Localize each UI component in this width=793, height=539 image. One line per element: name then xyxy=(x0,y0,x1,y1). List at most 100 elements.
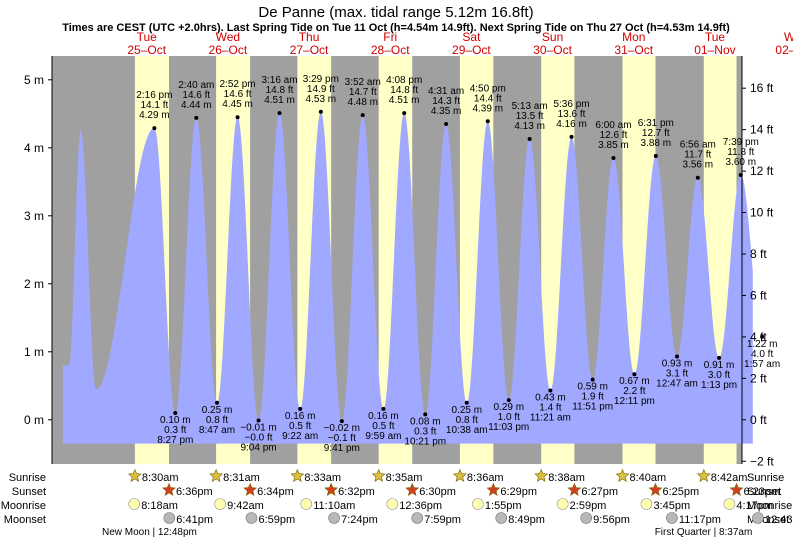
tide-point xyxy=(256,418,261,423)
tide-label-ml: 4.51 m xyxy=(389,95,420,106)
day-date-label: 31–Oct xyxy=(614,43,653,57)
tide-label-ml: 0.93 m xyxy=(662,359,693,370)
tide-label-ml: 4.39 m xyxy=(472,103,503,114)
moonset-time: 6:59pm xyxy=(258,514,295,526)
tide-label-time: 9:41 pm xyxy=(324,443,360,454)
tide-label-ml: 0.08 m xyxy=(410,416,441,427)
sunrise-icon xyxy=(371,468,386,482)
tide-label-time: 7:39 pm xyxy=(723,137,759,148)
day-name-label: Wed xyxy=(216,30,240,44)
moonrise-icon xyxy=(300,498,313,510)
tide-label-ml: 3.88 m xyxy=(641,138,672,149)
tide-label-time: 8:27 pm xyxy=(157,435,193,446)
tide-label-time: 12:11 pm xyxy=(614,396,655,407)
tide-label-ft: 3.0 ft xyxy=(708,370,730,381)
sunset-icon xyxy=(486,482,501,496)
moonset-time: 9:56pm xyxy=(593,514,630,526)
row-label-right: Sunset xyxy=(747,486,781,498)
tide-label-ml: 3.56 m xyxy=(683,160,714,171)
tide-label-ml: 4.16 m xyxy=(556,119,587,130)
day-date-label: 28–Oct xyxy=(371,43,410,57)
tide-label-ft: 12.7 ft xyxy=(642,128,670,139)
day-date-label: 01–Nov xyxy=(694,43,735,57)
tide-label-ml: 4.45 m xyxy=(222,99,253,110)
row-label-right: Moonrise xyxy=(747,500,792,512)
tide-label-ft: 0.8 ft xyxy=(456,415,478,426)
tide-point xyxy=(173,411,178,415)
day-name-label: Mon xyxy=(622,30,645,44)
sunrise-time: 8:38am xyxy=(548,472,585,484)
tide-label-ft: 3.1 ft xyxy=(666,369,688,380)
tide-label-time: 2:40 am xyxy=(178,80,214,91)
tide-point xyxy=(381,406,386,411)
sunset-icon xyxy=(243,482,258,496)
day-name-label: Wed xyxy=(784,30,793,44)
tide-label-ml: 0.16 m xyxy=(368,411,399,422)
left-axis-label: 4 m xyxy=(24,141,44,155)
right-axis-label: 10 ft xyxy=(750,206,774,220)
tide-label-ft: 14.8 ft xyxy=(390,85,418,96)
sunset-icon xyxy=(162,482,176,496)
left-axis-label: 3 m xyxy=(24,209,44,223)
tide-point xyxy=(235,115,240,120)
tide-label-ml: 4.35 m xyxy=(431,106,462,117)
sunrise-time: 8:33am xyxy=(304,472,341,484)
left-axis-label: 5 m xyxy=(24,73,44,87)
moonrise-icon xyxy=(386,498,399,510)
moonrise-time: 11:10am xyxy=(313,500,355,512)
moonset-icon xyxy=(666,512,678,524)
right-axis-label: 8 ft xyxy=(750,247,767,261)
tide-label-ft: 14.1 ft xyxy=(140,100,168,111)
tide-label-ft: 12.6 ft xyxy=(600,130,628,141)
tide-label-ml: −0.02 m xyxy=(324,423,360,434)
tide-label-time: 9:22 am xyxy=(282,431,318,442)
left-axis-label: 0 m xyxy=(24,413,44,427)
tide-point xyxy=(548,388,553,393)
tide-point xyxy=(215,400,220,405)
right-axis-label: 12 ft xyxy=(750,164,774,178)
sunrise-time: 8:30am xyxy=(142,472,179,484)
moonrise-icon xyxy=(472,498,484,510)
tide-label-time: 3:52 am xyxy=(345,77,381,88)
tide-label-ml: 3.60 m xyxy=(726,157,757,168)
tide-label-ml: 3.85 m xyxy=(598,140,629,151)
moonrise-icon xyxy=(640,498,653,510)
tide-label-ft: 14.3 ft xyxy=(432,96,460,107)
tide-label-ft: 0.3 ft xyxy=(164,425,186,436)
tide-label-time: 3:29 pm xyxy=(303,74,339,85)
tide-label-ml: 0.67 m xyxy=(619,376,650,387)
tide-point xyxy=(695,175,700,180)
tide-point xyxy=(277,111,282,116)
row-label-left: Sunrise xyxy=(9,472,46,484)
sunset-icon xyxy=(567,482,582,496)
tide-label-time: 4:50 pm xyxy=(470,83,506,94)
moonset-icon xyxy=(328,512,340,524)
moonset-time: 7:24pm xyxy=(341,514,378,526)
tide-label-ft: 14.6 ft xyxy=(224,89,252,100)
tide-label-ft: 0.5 ft xyxy=(372,421,394,432)
tide-label-ml: 0.29 m xyxy=(493,402,524,413)
tide-point xyxy=(423,412,428,417)
tide-label-ft: 0.5 ft xyxy=(289,421,311,432)
moon-phase-label: First Quarter | 8:37am xyxy=(655,527,753,538)
left-axis-label: 2 m xyxy=(24,277,44,291)
moonrise-time: 1:55pm xyxy=(485,500,522,512)
tide-label-time: 1:57 am xyxy=(744,359,780,370)
tide-label-time: 2:16 pm xyxy=(136,90,172,101)
right-axis-label: 6 ft xyxy=(750,288,767,302)
moonset-icon xyxy=(495,512,508,524)
sunrise-icon xyxy=(696,468,711,482)
day-date-label: 29–Oct xyxy=(452,43,491,57)
right-axis-label: −2 ft xyxy=(750,454,774,468)
day-name-label: Fri xyxy=(383,30,397,44)
row-label-left: Moonset xyxy=(4,514,46,526)
right-axis-label: 14 ft xyxy=(750,123,774,137)
tide-point xyxy=(590,377,595,382)
tide-label-ml: −0.01 m xyxy=(240,422,276,433)
tide-point xyxy=(318,109,323,114)
sunset-icon xyxy=(324,482,339,496)
moonset-time: 11:17pm xyxy=(679,514,721,526)
sunrise-icon xyxy=(290,468,305,482)
tide-label-ft: 0.3 ft xyxy=(414,426,436,437)
day-date-label: 02–Nov xyxy=(775,43,793,57)
